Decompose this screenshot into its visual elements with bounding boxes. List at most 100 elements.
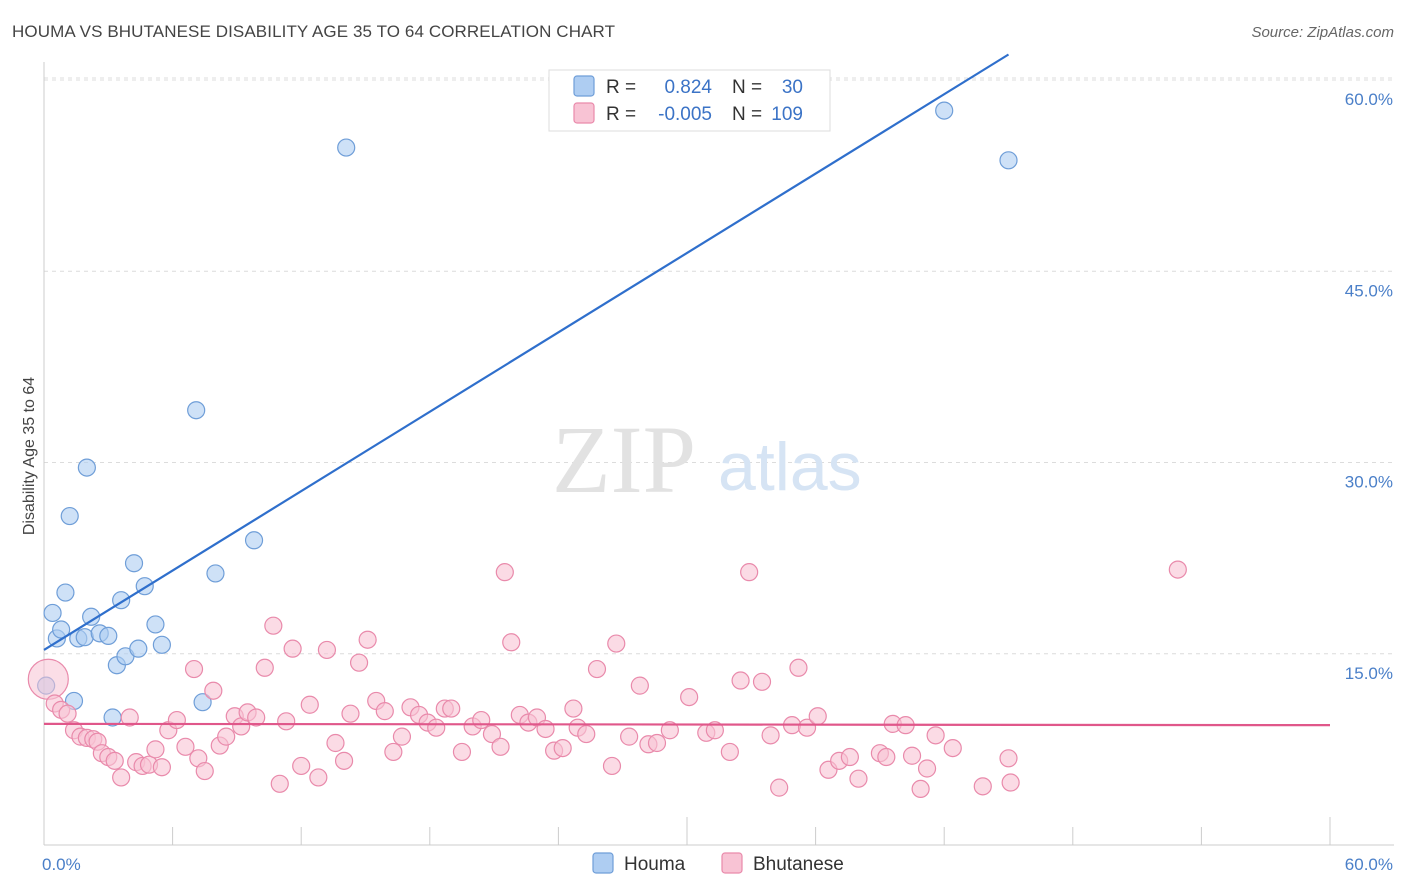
point-bhutanese-106 <box>973 777 992 796</box>
point-bhutanese-24 <box>195 761 214 781</box>
y-tick-label-3: 60.0% <box>1345 90 1393 109</box>
point-houma-1 <box>43 603 62 623</box>
series-legend-label-houma: Houma <box>624 854 686 875</box>
gridlines <box>44 77 1394 655</box>
point-bhutanese-45 <box>358 630 377 649</box>
point-bhutanese-47 <box>375 702 394 721</box>
y-tick-label-0: 15.0% <box>1345 664 1393 683</box>
point-bhutanese-61 <box>495 563 514 582</box>
point-houma-8 <box>75 628 94 647</box>
point-bhutanese-37 <box>292 756 311 776</box>
point-bhutanese-82 <box>705 721 724 740</box>
point-bhutanese-55 <box>442 699 461 718</box>
point-bhutanese-103 <box>917 759 937 778</box>
point-bhutanese-18 <box>152 758 171 777</box>
chart-title: HOUMA VS BHUTANESE DISABILITY AGE 35 TO … <box>12 22 616 41</box>
point-houma-9 <box>77 458 96 477</box>
point-houma-4 <box>56 583 75 602</box>
legend-n-value-bhutanese: 109 <box>771 104 803 125</box>
source-credit: Source: ZipAtlas.com <box>1251 24 1394 41</box>
point-bhutanese-12 <box>112 768 131 787</box>
point-bhutanese-33 <box>264 616 283 635</box>
point-houma-17 <box>124 554 144 573</box>
point-bhutanese-13 <box>120 708 139 727</box>
y-tick-label-1: 30.0% <box>1345 473 1393 492</box>
point-bhutanese-69 <box>564 699 583 718</box>
point-bhutanese-104 <box>926 726 945 745</box>
point-bhutanese-17 <box>146 740 165 759</box>
point-bhutanese-96 <box>849 769 868 788</box>
point-bhutanese-38 <box>300 695 319 714</box>
y-axis-title: Disability Age 35 to 64 <box>21 377 38 535</box>
point-houma-26 <box>337 138 356 157</box>
point-bhutanese-88 <box>770 778 789 797</box>
point-bhutanese-71 <box>577 724 596 744</box>
point-bhutanese-48 <box>384 742 403 762</box>
point-houma-12 <box>99 626 118 646</box>
point-bhutanese-59 <box>482 724 502 744</box>
series-legend-label-bhutanese: Bhutanese <box>753 854 844 875</box>
point-bhutanese-39 <box>309 768 328 787</box>
y-tick-labels: 15.0% 30.0% 45.0% 60.0% <box>1345 90 1393 683</box>
point-bhutanese-91 <box>797 718 817 737</box>
point-bhutanese-107 <box>999 749 1018 768</box>
point-houma-27 <box>935 101 954 120</box>
point-bhutanese-66 <box>536 719 555 739</box>
point-houma-23 <box>193 693 212 712</box>
point-bhutanese-95 <box>840 747 859 767</box>
point-houma-18 <box>129 639 148 658</box>
point-bhutanese-0 <box>27 658 69 700</box>
point-bhutanese-87 <box>761 726 780 745</box>
series-legend-swatch-houma <box>592 852 614 874</box>
legend-n-label-houma: N = <box>732 77 762 98</box>
point-bhutanese-75 <box>620 727 639 746</box>
point-bhutanese-109 <box>1168 560 1187 579</box>
legend-swatch-houma <box>573 75 595 97</box>
point-bhutanese-41 <box>326 733 345 753</box>
watermark: ZIP atlas <box>552 406 862 513</box>
point-bhutanese-56 <box>452 742 472 762</box>
point-bhutanese-36 <box>283 639 302 658</box>
legend-n-value-houma: 30 <box>782 77 803 98</box>
point-houma-25 <box>244 531 264 550</box>
point-bhutanese-85 <box>740 563 759 582</box>
x-tick-label-min: 0.0% <box>42 855 81 874</box>
point-bhutanese-84 <box>731 671 750 690</box>
point-houma-28 <box>999 151 1018 170</box>
point-bhutanese-40 <box>317 640 337 660</box>
legend-r-label-bhutanese: R = <box>606 104 636 125</box>
series-legend: Houma Bhutanese <box>592 852 844 875</box>
point-houma-5 <box>60 506 79 526</box>
point-bhutanese-34 <box>270 774 289 793</box>
point-bhutanese-21 <box>176 737 195 756</box>
point-bhutanese-72 <box>587 659 607 679</box>
legend-swatch-bhutanese <box>573 102 595 124</box>
point-bhutanese-31 <box>247 708 266 727</box>
point-bhutanese-27 <box>217 727 236 746</box>
point-houma-21 <box>152 635 171 654</box>
point-bhutanese-90 <box>789 658 808 677</box>
point-bhutanese-53 <box>427 718 446 737</box>
point-bhutanese-86 <box>752 672 772 691</box>
point-bhutanese-76 <box>630 676 649 695</box>
point-bhutanese-32 <box>255 658 274 677</box>
point-bhutanese-60 <box>491 737 510 756</box>
trend-line-bhutanese <box>43 722 1331 727</box>
point-bhutanese-42 <box>334 751 354 770</box>
trend-line-houma <box>43 53 1010 651</box>
point-bhutanese-108 <box>1001 773 1020 792</box>
axes <box>43 62 1394 846</box>
point-bhutanese-22 <box>184 659 204 679</box>
point-bhutanese-11 <box>105 751 124 770</box>
point-bhutanese-78 <box>647 733 667 753</box>
point-bhutanese-105 <box>943 738 962 758</box>
point-bhutanese-98 <box>877 747 896 767</box>
watermark-atlas: atlas <box>718 429 862 505</box>
x-tick-label-max: 60.0% <box>1345 855 1393 874</box>
point-bhutanese-3 <box>58 704 77 723</box>
point-bhutanese-25 <box>204 681 223 700</box>
point-houma-3 <box>52 620 71 639</box>
point-bhutanese-102 <box>911 779 930 799</box>
point-bhutanese-20 <box>167 710 186 730</box>
legend-r-value-bhutanese: -0.005 <box>658 104 712 125</box>
